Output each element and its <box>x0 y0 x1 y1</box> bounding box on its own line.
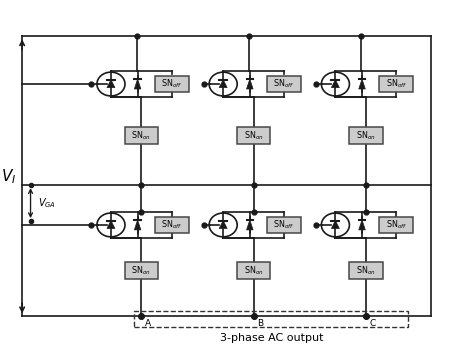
Polygon shape <box>331 220 339 228</box>
Polygon shape <box>107 220 115 228</box>
Text: SN$_{off}$: SN$_{off}$ <box>273 78 294 90</box>
Text: $V_{GA}$: $V_{GA}$ <box>38 196 56 210</box>
Text: SN$_{on}$: SN$_{on}$ <box>131 264 151 277</box>
Bar <box>125 127 158 144</box>
Text: SN$_{on}$: SN$_{on}$ <box>131 129 151 142</box>
Bar <box>155 217 189 233</box>
Bar <box>267 217 301 233</box>
Polygon shape <box>331 80 339 88</box>
Bar <box>125 262 158 279</box>
Polygon shape <box>107 80 115 88</box>
Text: B: B <box>257 319 264 328</box>
Text: SN$_{off}$: SN$_{off}$ <box>161 219 182 231</box>
Polygon shape <box>246 220 253 230</box>
Bar <box>237 262 270 279</box>
Polygon shape <box>219 80 227 88</box>
Polygon shape <box>134 79 141 89</box>
Text: SN$_{off}$: SN$_{off}$ <box>161 78 182 90</box>
Text: SN$_{on}$: SN$_{on}$ <box>244 129 264 142</box>
Bar <box>349 127 383 144</box>
Text: SN$_{off}$: SN$_{off}$ <box>385 78 407 90</box>
Bar <box>379 76 413 92</box>
Polygon shape <box>134 220 141 230</box>
Polygon shape <box>246 79 253 89</box>
Text: 3-phase AC output: 3-phase AC output <box>219 333 323 343</box>
Text: $V_I$: $V_I$ <box>1 167 17 186</box>
Text: A: A <box>145 319 151 328</box>
Polygon shape <box>219 220 227 228</box>
Text: SN$_{off}$: SN$_{off}$ <box>273 219 294 231</box>
Bar <box>267 76 301 92</box>
Bar <box>379 217 413 233</box>
Polygon shape <box>359 220 365 230</box>
Text: C: C <box>370 319 376 328</box>
Bar <box>237 127 270 144</box>
Text: SN$_{on}$: SN$_{on}$ <box>244 264 264 277</box>
Bar <box>155 76 189 92</box>
Text: SN$_{on}$: SN$_{on}$ <box>356 264 376 277</box>
Bar <box>134 312 408 327</box>
Text: SN$_{off}$: SN$_{off}$ <box>385 219 407 231</box>
Text: SN$_{on}$: SN$_{on}$ <box>356 129 376 142</box>
Bar <box>349 262 383 279</box>
Polygon shape <box>359 79 365 89</box>
